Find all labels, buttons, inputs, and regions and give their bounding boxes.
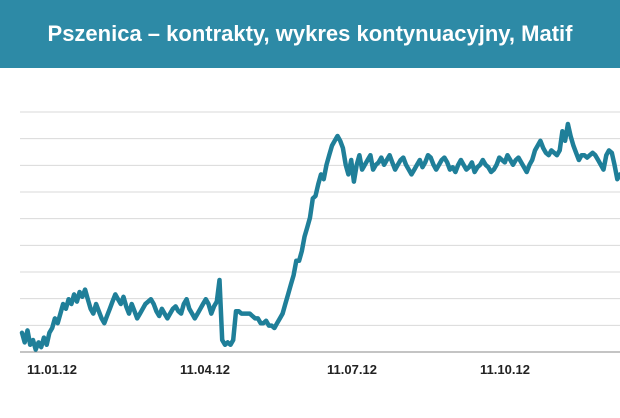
chart-area: 11.01.12 11.04.12 11.07.12 11.10.12 <box>0 68 620 413</box>
chart-title: Pszenica – kontrakty, wykres kontynuacyj… <box>47 21 573 46</box>
series-line <box>19 121 620 352</box>
chart-title-bar: Pszenica – kontrakty, wykres kontynuacyj… <box>0 0 620 68</box>
x-tick-label: 11.10.12 <box>480 362 530 377</box>
x-tick-label: 11.04.12 <box>180 362 230 377</box>
x-tick-label: 11.07.12 <box>327 362 377 377</box>
x-tick-label: 11.01.12 <box>27 362 77 377</box>
line-chart: 11.01.12 11.04.12 11.07.12 11.10.12 <box>19 111 620 377</box>
